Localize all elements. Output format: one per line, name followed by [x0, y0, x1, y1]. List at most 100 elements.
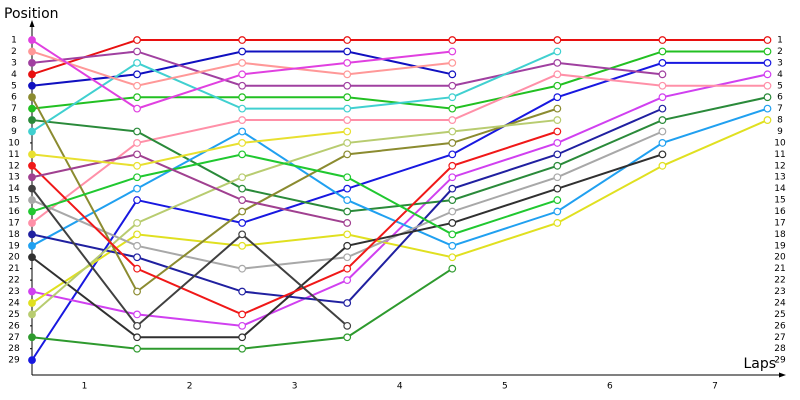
point: [448, 219, 457, 227]
point: [658, 93, 667, 102]
y-tick-label: 8: [11, 116, 17, 126]
point: [658, 150, 667, 159]
point: [553, 127, 562, 136]
point: [553, 219, 562, 227]
point: [343, 139, 352, 147]
point: [553, 139, 562, 147]
series-line: [31, 130, 348, 167]
point: [28, 161, 36, 170]
y-tick-label: 7: [11, 104, 17, 114]
point: [343, 116, 352, 124]
point: [343, 253, 352, 262]
point: [238, 310, 247, 319]
point: [553, 70, 562, 79]
series-line: [31, 188, 348, 328]
y-tick-label: 5: [11, 81, 17, 91]
point: [448, 104, 457, 113]
point: [28, 310, 36, 319]
y-tick-label: 9: [11, 127, 17, 137]
point: [343, 230, 352, 239]
y-tick-label-right: 7: [777, 104, 783, 114]
point: [133, 47, 141, 56]
point: [28, 150, 36, 159]
series-line: [31, 107, 768, 247]
point: [343, 276, 352, 285]
y-tick-label-right: 14: [774, 184, 786, 194]
point: [763, 36, 772, 44]
y-tick-label: 6: [11, 93, 17, 103]
point: [343, 70, 352, 79]
point: [28, 127, 36, 136]
y-tick-label-right: 2: [777, 47, 783, 57]
x-tick-label: 4: [397, 382, 403, 392]
point: [238, 70, 247, 79]
point: [28, 253, 36, 262]
point: [553, 150, 562, 159]
point: [133, 230, 141, 239]
y-tick-label-right: 17: [774, 218, 785, 228]
x-tick-label: 1: [82, 382, 88, 392]
point: [448, 139, 457, 147]
y-tick-label-right: 16: [774, 207, 786, 217]
point: [133, 81, 141, 90]
point: [343, 184, 352, 193]
point: [238, 81, 247, 90]
x-tick-label: 5: [502, 382, 508, 392]
y-tick-label-right: 12: [774, 161, 785, 171]
point: [343, 36, 352, 44]
point: [448, 70, 457, 79]
series-line: [31, 73, 768, 327]
point: [238, 207, 247, 216]
point: [28, 104, 36, 113]
y-tick-label-right: 1: [777, 36, 783, 46]
series-line: [31, 153, 558, 236]
y-tick-label-right: 18: [774, 230, 786, 240]
point: [133, 333, 141, 342]
point: [133, 287, 141, 296]
y-tick-label-right: 8: [777, 116, 783, 126]
point: [133, 321, 141, 330]
y-tick-label-right: 5: [777, 81, 783, 91]
y-tick-label: 23: [8, 287, 19, 297]
point: [343, 207, 352, 216]
x-tick-label: 7: [712, 382, 718, 392]
point: [553, 58, 562, 67]
point: [658, 116, 667, 124]
point: [448, 241, 457, 250]
y-tick-label-right: 13: [774, 173, 785, 183]
point: [133, 310, 141, 319]
point: [448, 173, 457, 182]
y-tick-label-right: 21: [774, 264, 785, 274]
y-tick-label: 20: [8, 253, 20, 263]
point: [238, 264, 247, 273]
point: [553, 81, 562, 90]
point: [343, 321, 352, 330]
point: [658, 58, 667, 67]
point: [658, 161, 667, 170]
y-axis-title: Position: [4, 6, 59, 22]
series-line: [31, 96, 768, 213]
y-tick-label: 21: [8, 264, 19, 274]
point: [343, 150, 352, 159]
point: [343, 58, 352, 67]
y-tick-label-right: 23: [774, 287, 785, 297]
point: [238, 287, 247, 296]
point: [448, 150, 457, 159]
y-tick-label-right: 27: [774, 333, 785, 343]
point: [238, 104, 247, 113]
point: [133, 264, 141, 273]
x-tick-label: 2: [187, 382, 193, 392]
series-line: [31, 153, 348, 224]
point: [28, 299, 36, 307]
series-line: [31, 130, 558, 316]
point: [28, 47, 36, 56]
point: [343, 241, 352, 250]
y-tick-label: 26: [8, 321, 20, 331]
point: [28, 356, 36, 365]
point: [763, 93, 772, 102]
y-tick-label-right: 6: [777, 93, 783, 103]
point: [448, 58, 457, 67]
series-line: [31, 39, 768, 76]
point: [553, 116, 562, 124]
